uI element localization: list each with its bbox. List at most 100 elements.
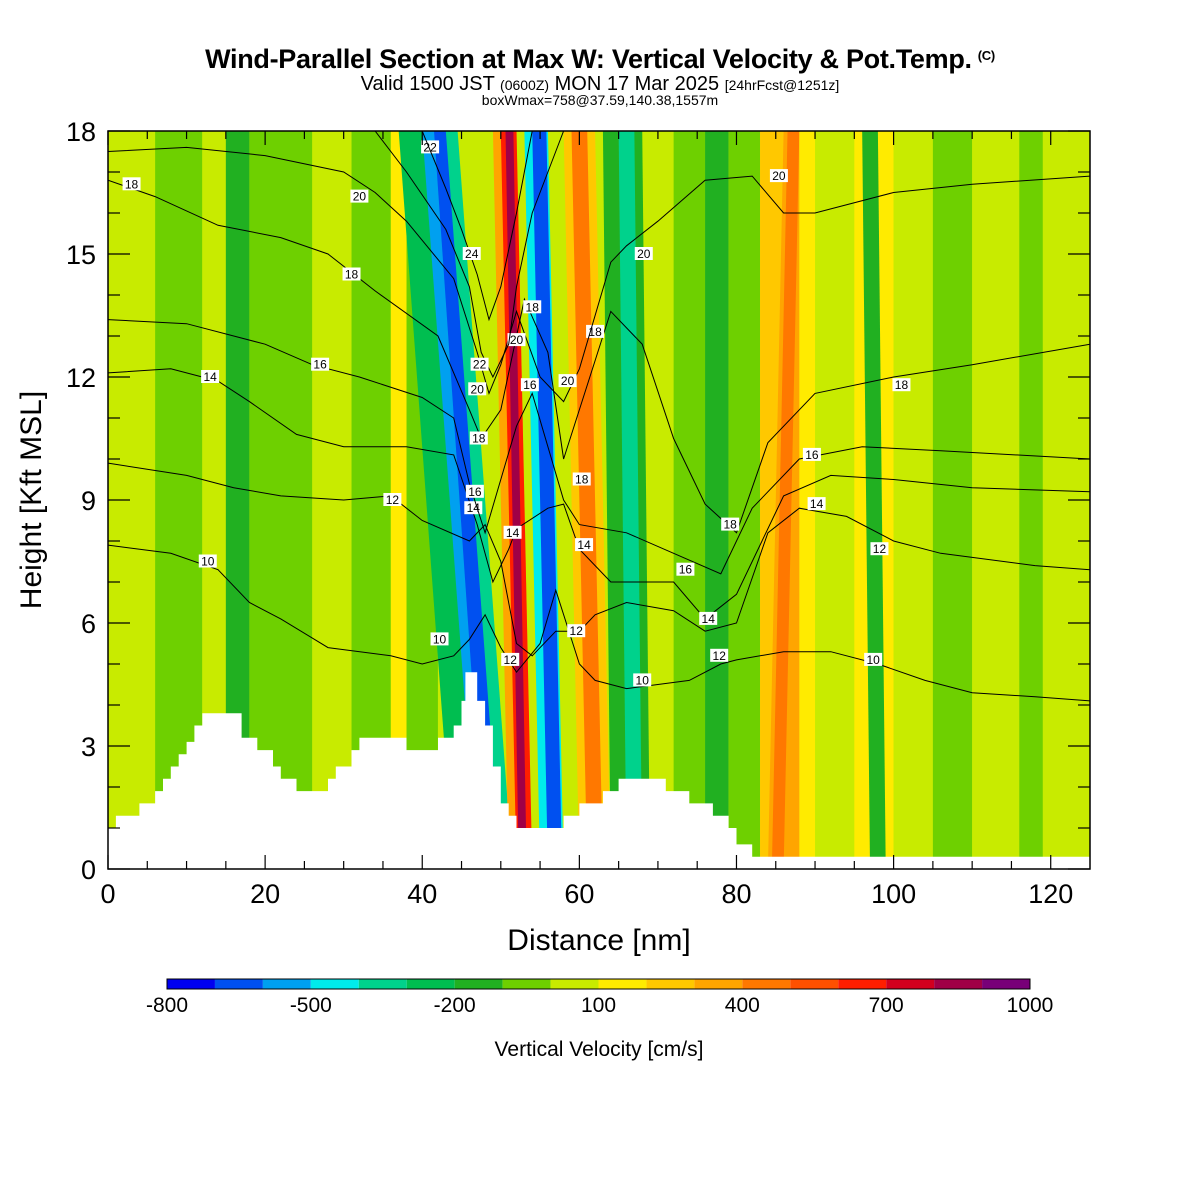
velocity-band — [705, 131, 729, 869]
colorbar-swatch — [886, 979, 935, 989]
contour-label-text: 12 — [570, 624, 584, 638]
x-tick-label: 0 — [100, 879, 115, 909]
x-tick-label: 120 — [1028, 879, 1073, 909]
colorbar-swatch — [790, 979, 839, 989]
contour-label: 14 — [503, 525, 522, 540]
contour-label: 22 — [421, 140, 440, 154]
contour-label-bg — [465, 484, 484, 498]
contour-label-text: 16 — [805, 448, 819, 462]
contour-label: 18 — [721, 517, 740, 532]
contour-label-text: 16 — [679, 563, 693, 577]
contour-label: 12 — [501, 652, 520, 667]
contour-label-text: 22 — [473, 358, 487, 372]
velocity-updraft-band — [571, 131, 603, 869]
box-info: boxWmax=758@37.59,140.38,1557m — [481, 92, 719, 108]
contour-label: 10 — [198, 554, 217, 569]
contour-label-bg — [470, 357, 489, 371]
colorbar-swatch — [310, 979, 359, 989]
colorbar-swatch — [167, 979, 215, 989]
contour-label-text: 10 — [201, 555, 215, 569]
colorbar-border — [166, 978, 1031, 990]
colorbar-tick-label: -800 — [146, 994, 188, 1017]
terrain-fill — [108, 672, 1090, 869]
colorbar-tick-label: -200 — [434, 994, 476, 1017]
velocity-updraft-band — [532, 131, 563, 869]
x-axis-label: Distance [nm] — [507, 924, 690, 957]
contour-label: 18 — [469, 431, 488, 446]
contour-label-text: 16 — [313, 358, 327, 372]
velocity-band — [972, 131, 1020, 869]
contour-label-bg — [558, 374, 577, 388]
contour-label-bg — [503, 525, 522, 539]
contour-label-text: 18 — [575, 473, 589, 487]
colorbar-swatch — [838, 979, 887, 989]
contour-label: 10 — [864, 652, 883, 667]
contour-label-text: 14 — [203, 370, 217, 384]
contour-label-text: 14 — [702, 612, 716, 626]
contour-label: 20 — [468, 382, 487, 396]
contour-label-bg — [710, 648, 729, 662]
contour-label: 18 — [572, 472, 591, 487]
contour-label-text: 20 — [471, 382, 485, 396]
contour-label: 16 — [676, 562, 695, 577]
contour-label-bg — [676, 562, 695, 576]
colorbar-swatch — [646, 979, 695, 989]
y-tick-label: 3 — [81, 732, 96, 762]
contour-label-bg — [807, 497, 826, 511]
contour-label-text: 20 — [510, 333, 524, 347]
contour-label: 14 — [699, 611, 718, 626]
contour-label-text: 12 — [386, 493, 400, 507]
theta-contour-20 — [108, 146, 1090, 403]
contour-label-text: 14 — [577, 538, 591, 552]
theta-contour-18 — [108, 179, 1090, 534]
contour-label: 16 — [311, 357, 330, 372]
contour-label-text: 18 — [472, 432, 486, 446]
y-tick-label: 6 — [81, 609, 96, 639]
colorbar-swatch — [214, 979, 263, 989]
colorbar: -800 -500 -200 100 400 700 1000 — [146, 978, 1053, 1017]
contour-label-text: 18 — [526, 300, 540, 314]
contour-label: 20 — [558, 374, 577, 388]
contour-label-bg — [870, 542, 889, 556]
contour-label-bg — [462, 247, 481, 260]
contour-label: 20 — [769, 169, 788, 183]
y-tick-label: 15 — [66, 240, 96, 270]
velocity-band — [225, 131, 250, 869]
contour-label-bg — [507, 333, 526, 347]
contour-label-text: 14 — [810, 497, 824, 511]
velocity-band — [932, 131, 973, 869]
contour-label-text: 16 — [468, 485, 482, 499]
contour-label-bg — [572, 472, 591, 486]
colorbar-swatch — [550, 979, 599, 989]
contour-label: 14 — [575, 538, 594, 552]
contour-label: 12 — [567, 624, 586, 638]
contour-label-text: 12 — [713, 649, 727, 663]
contour-label-bg — [567, 624, 586, 638]
contour-label-text: 16 — [523, 378, 537, 392]
velocity-band — [893, 131, 933, 869]
contour-label: 16 — [465, 484, 484, 499]
contour-label-bg — [802, 447, 821, 461]
contour-label-bg — [864, 652, 883, 666]
contour-label-bg — [350, 189, 369, 203]
colorbar-swatch — [934, 979, 983, 989]
contour-label-text: 18 — [345, 268, 359, 282]
colorbar-label: Vertical Velocity [cm/s] — [495, 1038, 704, 1061]
contour-label: 12 — [870, 542, 889, 556]
theta-contour-22 — [374, 131, 565, 379]
contour-label: 22 — [470, 357, 489, 372]
theta-contour-10 — [108, 544, 1090, 702]
copyright-mark: (C) — [977, 48, 995, 63]
contour-label-bg — [421, 140, 440, 154]
contour-label: 12 — [710, 648, 729, 663]
contour-label-text: 24 — [465, 247, 479, 261]
x-tick-label: 60 — [564, 879, 594, 909]
contour-label-bg — [769, 169, 788, 183]
contour-label-text: 22 — [423, 140, 437, 154]
contour-label: 20 — [634, 247, 653, 261]
velocity-updraft-band — [434, 131, 503, 869]
contour-label-bg — [198, 554, 217, 568]
contour-label-text: 20 — [353, 190, 367, 204]
colorbar-tick-label: 100 — [581, 994, 616, 1017]
theta-contours: 10 10 10 10 12 12 12 12 12 14 14 14 14 14 14 16 16 16 16 16… — [108, 131, 1090, 702]
